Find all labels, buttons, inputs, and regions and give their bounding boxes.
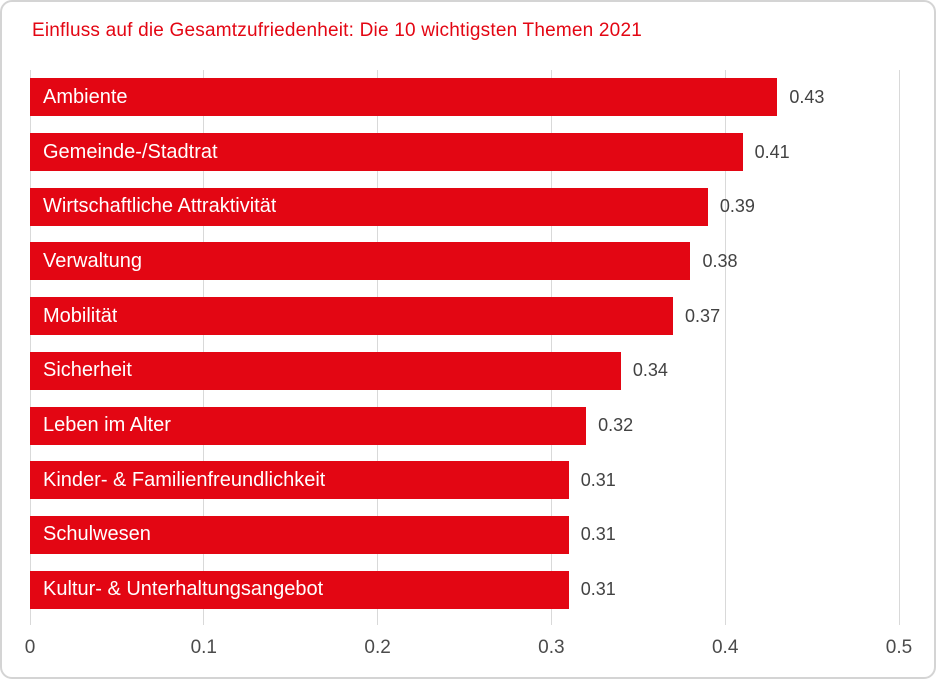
bar-row: Verwaltung 0.38 xyxy=(30,234,899,289)
x-tick-mark xyxy=(377,617,379,625)
bar: Ambiente xyxy=(30,78,778,117)
bar-value-label: 0.31 xyxy=(580,524,616,545)
bar-value-label: 0.34 xyxy=(632,360,668,381)
x-tick-label: 0.4 xyxy=(711,637,739,658)
bar: Schulwesen xyxy=(30,515,569,554)
bar-category-label: Leben im Alter xyxy=(43,414,171,437)
bar: Sicherheit xyxy=(30,351,621,390)
x-tick-label: 0.5 xyxy=(885,637,913,658)
x-tick-mark xyxy=(203,617,205,625)
bar-value-label: 0.37 xyxy=(685,305,721,326)
bar-category-label: Wirtschaftliche Attraktivität xyxy=(43,195,277,218)
chart-title: Einfluss auf die Gesamtzufriedenheit: Di… xyxy=(32,20,642,41)
gridline xyxy=(29,70,31,617)
bar-value-label: 0.31 xyxy=(580,579,616,600)
bar-category-label: Kinder- & Familienfreundlichkeit xyxy=(43,468,326,491)
bar-row: Wirtschaftliche Attraktivität 0.39 xyxy=(30,179,899,234)
bar: Wirtschaftliche Attraktivität xyxy=(30,187,708,226)
bar-value-label: 0.31 xyxy=(580,469,616,490)
bar: Verwaltung xyxy=(30,242,691,281)
gridline xyxy=(203,70,205,617)
bar: Gemeinde-/Stadtrat xyxy=(30,133,743,172)
bar-row: Kinder- & Familienfreundlichkeit 0.31 xyxy=(30,453,899,508)
x-tick-label: 0.1 xyxy=(190,637,218,658)
plot-area: Ambiente 0.43 Gemeinde-/Stadtrat 0.41 Wirtsc… xyxy=(29,70,900,617)
bar-category-label: Verwaltung xyxy=(43,249,142,272)
x-tick-mark xyxy=(550,617,552,625)
x-tick-mark xyxy=(29,617,31,625)
bar-row: Sicherheit 0.34 xyxy=(30,344,899,399)
bar-category-label: Sicherheit xyxy=(43,359,132,382)
x-tick-mark xyxy=(898,617,900,625)
bar-rows: Ambiente 0.43 Gemeinde-/Stadtrat 0.41 Wirtsc… xyxy=(30,70,899,617)
gridline xyxy=(550,70,552,617)
bar-value-label: 0.39 xyxy=(719,196,755,217)
bar-row: Schulwesen 0.31 xyxy=(30,508,899,563)
x-tick-mark xyxy=(724,617,726,625)
gridline-layer xyxy=(29,70,900,617)
bar-category-label: Kultur- & Unterhaltungsangebot xyxy=(43,578,324,601)
bar: Mobilität xyxy=(30,297,674,336)
bar-category-label: Schulwesen xyxy=(43,523,151,546)
bar-row: Ambiente 0.43 xyxy=(30,70,899,125)
bar: Kinder- & Familienfreundlichkeit xyxy=(30,461,569,500)
x-tick-label: 0.3 xyxy=(538,637,565,658)
bar-row: Gemeinde-/Stadtrat 0.41 xyxy=(30,125,899,180)
bar-value-label: 0.32 xyxy=(598,415,634,436)
gridline xyxy=(898,70,900,617)
bar-category-label: Mobilität xyxy=(43,304,118,327)
x-axis: 0 0.1 0.2 0.3 0.4 0.5 xyxy=(25,617,912,667)
bar: Kultur- & Unterhaltungsangebot xyxy=(30,570,569,609)
bar-category-label: Ambiente xyxy=(43,85,128,108)
x-tick-label: 0 xyxy=(24,637,36,658)
bar-value-label: 0.41 xyxy=(754,141,790,162)
gridline xyxy=(724,70,726,617)
x-tick-label: 0.2 xyxy=(364,637,391,658)
bar-row: Kultur- & Unterhaltungsangebot 0.31 xyxy=(30,562,899,617)
bar: Leben im Alter xyxy=(30,406,587,445)
gridline xyxy=(377,70,379,617)
bar-row: Mobilität 0.37 xyxy=(30,289,899,344)
bar-value-label: 0.38 xyxy=(702,250,738,271)
bar-row: Leben im Alter 0.32 xyxy=(30,398,899,453)
bar-category-label: Gemeinde-/Stadtrat xyxy=(43,140,218,163)
bar-value-label: 0.43 xyxy=(789,86,825,107)
